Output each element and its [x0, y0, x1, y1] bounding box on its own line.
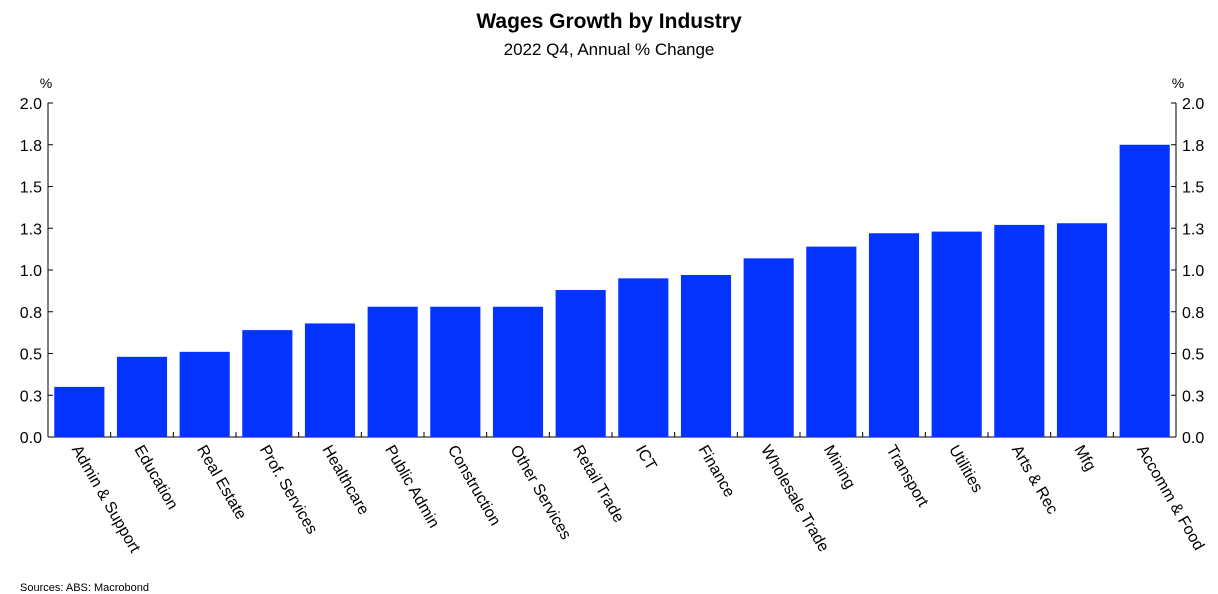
x-tick-label: ICT [632, 443, 660, 474]
x-tick-label: Transport [883, 443, 932, 511]
x-tick-label: Healthcare [319, 443, 372, 519]
x-tick-label: Other Services [507, 443, 575, 543]
x-tick-label: Real Estate [193, 443, 249, 523]
bar [743, 258, 794, 437]
y-tick-label-left: 2.0 [20, 96, 42, 113]
bar [304, 323, 356, 437]
right-axis-unit: % [1172, 75, 1184, 91]
y-tick-label-right: 0.5 [1182, 347, 1204, 364]
bar [492, 306, 544, 437]
x-tick-label: Accomm & Food [1133, 443, 1207, 554]
bar [868, 233, 920, 437]
bar [430, 306, 481, 437]
x-tick-label: Wholesale Trade [757, 443, 832, 556]
y-tick-label-left: 0.3 [20, 388, 42, 405]
y-tick-label-left: 0.0 [20, 430, 42, 447]
y-tick-label-left: 0.8 [20, 305, 42, 322]
bar [179, 351, 230, 437]
bar [1119, 144, 1170, 437]
bar [116, 356, 168, 437]
bar [54, 386, 105, 437]
bar [242, 330, 293, 437]
chart-title: Wages Growth by Industry [476, 10, 742, 33]
bar [994, 224, 1045, 437]
bar [618, 278, 669, 437]
bar [931, 231, 982, 437]
x-tick-label: Education [131, 443, 181, 513]
y-tick-label-left: 1.8 [20, 138, 42, 155]
y-tick-label-right: 0.3 [1182, 388, 1204, 405]
y-tick-label-right: 1.3 [1182, 221, 1204, 238]
x-tick-label: Prof. Services [256, 443, 321, 538]
bar [367, 306, 418, 437]
y-tick-label-left: 1.0 [20, 263, 42, 280]
source-note: Sources: ABS: Macrobond [20, 582, 150, 594]
y-tick-label-left: 0.5 [20, 347, 42, 364]
x-tick-label: Retail Trade [569, 443, 627, 526]
y-tick-label-left: 1.3 [20, 221, 42, 238]
bar [806, 246, 857, 437]
y-tick-label-left: 1.5 [20, 180, 42, 197]
bar [1056, 223, 1108, 437]
left-axis-unit: % [40, 75, 52, 91]
y-tick-label-right: 1.5 [1182, 180, 1204, 197]
y-tick-label-right: 0.8 [1182, 305, 1204, 322]
x-tick-label: Construction [444, 443, 504, 529]
y-tick-label-right: 0.0 [1182, 430, 1204, 447]
x-tick-label: Public Admin [381, 443, 442, 532]
bar [680, 275, 732, 437]
y-tick-label-right: 1.0 [1182, 263, 1204, 280]
chart-subtitle: 2022 Q4, Annual % Change [503, 40, 715, 59]
bar [555, 290, 606, 437]
x-tick-label: Mining [820, 443, 858, 492]
x-tick-label: Mfg [1071, 443, 1099, 475]
y-tick-label-right: 1.8 [1182, 138, 1204, 155]
x-tick-label: Admin & Support [68, 443, 143, 557]
x-tick-label: Arts & Rec [1008, 443, 1061, 518]
x-tick-label: Finance [695, 443, 738, 501]
x-tick-label: Utilities [945, 443, 986, 496]
y-tick-label-right: 2.0 [1182, 96, 1204, 113]
